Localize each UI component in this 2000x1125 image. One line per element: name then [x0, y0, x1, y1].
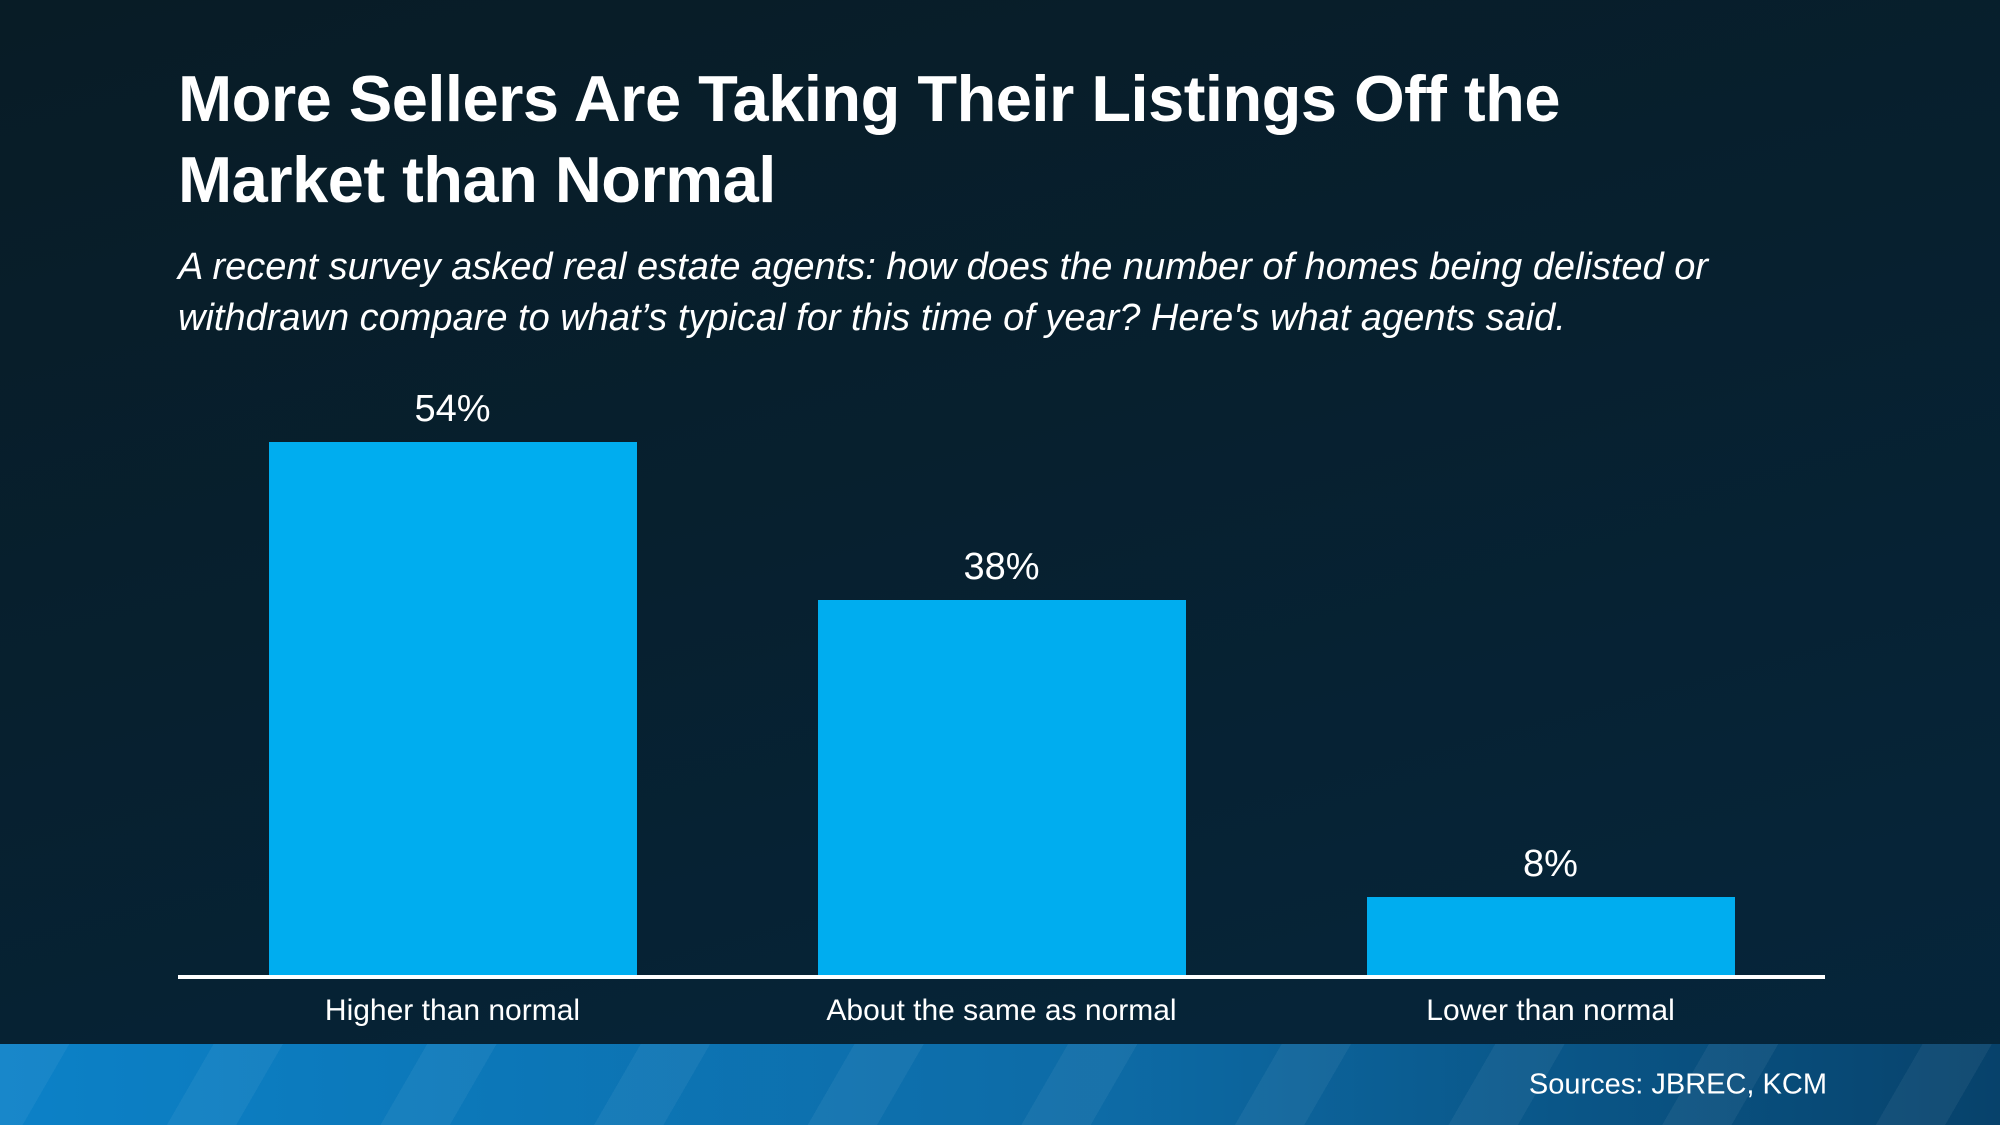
- x-axis-category-label: Lower than normal: [1426, 994, 1675, 1027]
- bar: [817, 600, 1186, 976]
- page-subtitle: A recent survey asked real estate agents…: [178, 246, 1709, 339]
- bar: [1366, 896, 1735, 976]
- bar-value-label: 38%: [963, 546, 1040, 589]
- footer-bar: Sources: JBREC, KCM: [0, 1044, 2000, 1125]
- x-axis-category-label: About the same as normal: [826, 994, 1177, 1027]
- bar-column: 38%: [727, 383, 1276, 976]
- bar-column: 54%: [178, 383, 727, 976]
- bar-column: 8%: [1276, 383, 1825, 976]
- bar-value-label: 8%: [1523, 842, 1578, 885]
- bar: [268, 442, 637, 976]
- x-axis-labels: Higher than normal About the same as norm…: [178, 992, 1825, 1030]
- sources-label: Sources: JBREC, KCM: [1528, 1068, 1827, 1100]
- x-axis-category-label: Higher than normal: [324, 994, 581, 1027]
- page-title: More Sellers Are Taking Their Listings O…: [178, 62, 1561, 216]
- x-axis-line: [178, 975, 1825, 979]
- bar-value-label: 54%: [414, 388, 491, 431]
- chart-plot-area: 54% 38% 8%: [178, 383, 1825, 976]
